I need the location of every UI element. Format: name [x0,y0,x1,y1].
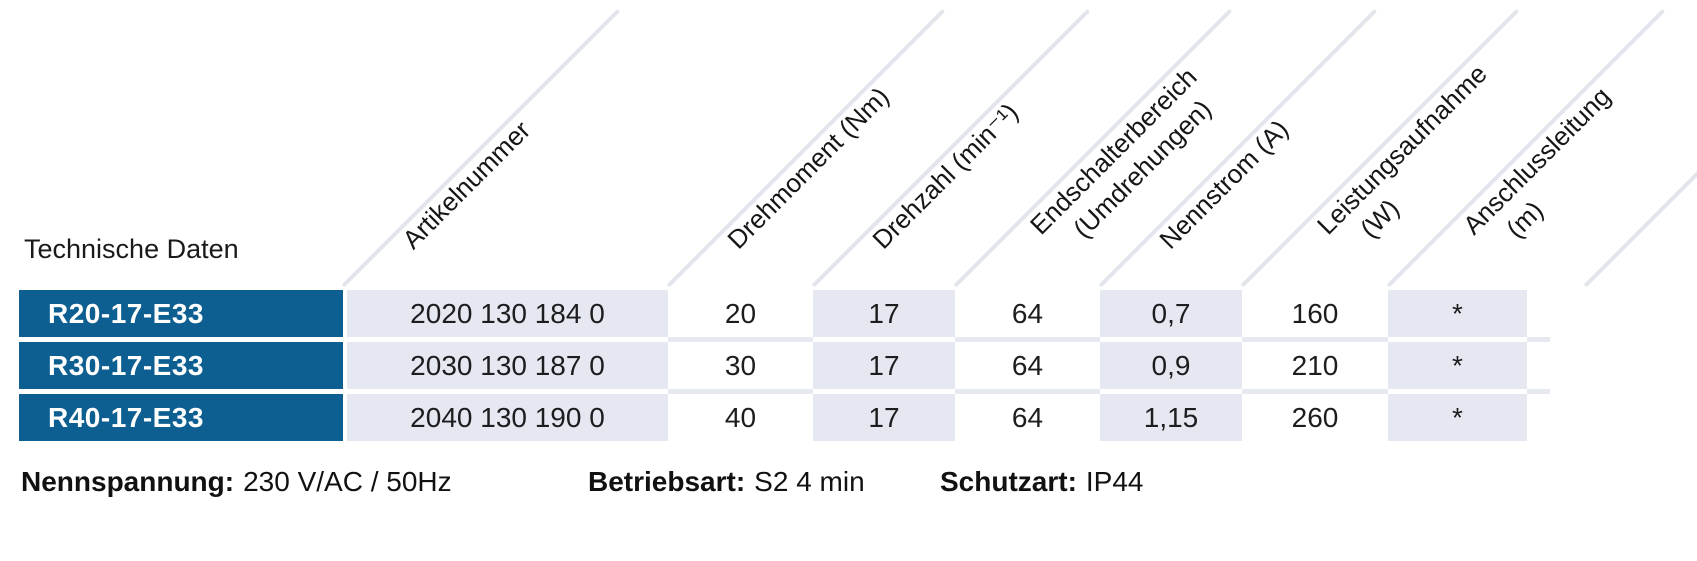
cell-drehzahl: 17 [813,342,955,394]
spec-schutzart: Schutzart: IP44 [940,466,1144,498]
spec-value: 230 V/AC / 50Hz [243,466,452,497]
cell-drehmoment: 40 [668,394,813,441]
cell-leistungsaufnahme: 260 [1242,394,1388,441]
row-tail [1527,342,1550,394]
cell-nennstrom: 1,15 [1100,394,1242,441]
cell-artikelnummer: 2040 130 190 0 [347,394,668,441]
spec-value: IP44 [1085,466,1144,497]
cell-nennstrom: 0,9 [1100,342,1242,394]
cell-nennstrom: 0,7 [1100,290,1242,342]
cell-leistungsaufnahme: 160 [1242,290,1388,342]
spec-label: Schutzart: [940,466,1077,497]
column-header-label: Drehzahl (min⁻¹) [866,96,1024,255]
row-tail [1527,394,1550,441]
cell-anschlussleitung: * [1388,290,1527,342]
spec-value: S2 4 min [754,466,865,497]
cell-endschalterbereich: 64 [955,394,1100,441]
cell-drehmoment: 30 [668,342,813,394]
cell-artikelnummer: 2020 130 184 0 [347,290,668,342]
spec-betriebsart: Betriebsart: S2 4 min [588,466,865,498]
row-tail [1527,290,1550,342]
table-row: R30-17-E33 2030 130 187 0 30 17 64 0,9 2… [19,342,1550,394]
spec-nennspannung: Nennspannung: 230 V/AC / 50Hz [21,466,452,498]
page-title: Technische Daten [24,234,239,264]
cell-artikelnummer: 2030 130 187 0 [347,342,668,394]
cell-anschlussleitung: * [1388,394,1527,441]
cell-anschlussleitung: * [1388,342,1527,394]
spec-label: Nennspannung: [21,466,235,497]
cell-endschalterbereich: 64 [955,290,1100,342]
cell-drehzahl: 17 [813,394,955,441]
cell-endschalterbereich: 64 [955,342,1100,394]
spec-label: Betriebsart: [588,466,746,497]
table-row: R20-17-E33 2020 130 184 0 20 17 64 0,7 1… [19,290,1550,342]
cell-model: R40-17-E33 [19,394,343,441]
cell-model: R30-17-E33 [19,342,343,394]
cell-drehmoment: 20 [668,290,813,342]
table-row: R40-17-E33 2040 130 190 0 40 17 64 1,15 … [19,394,1550,441]
column-header-label: Artikelnummer [396,114,537,255]
cell-leistungsaufnahme: 210 [1242,342,1388,394]
cell-model: R20-17-E33 [19,290,343,342]
cell-drehzahl: 17 [813,290,955,342]
